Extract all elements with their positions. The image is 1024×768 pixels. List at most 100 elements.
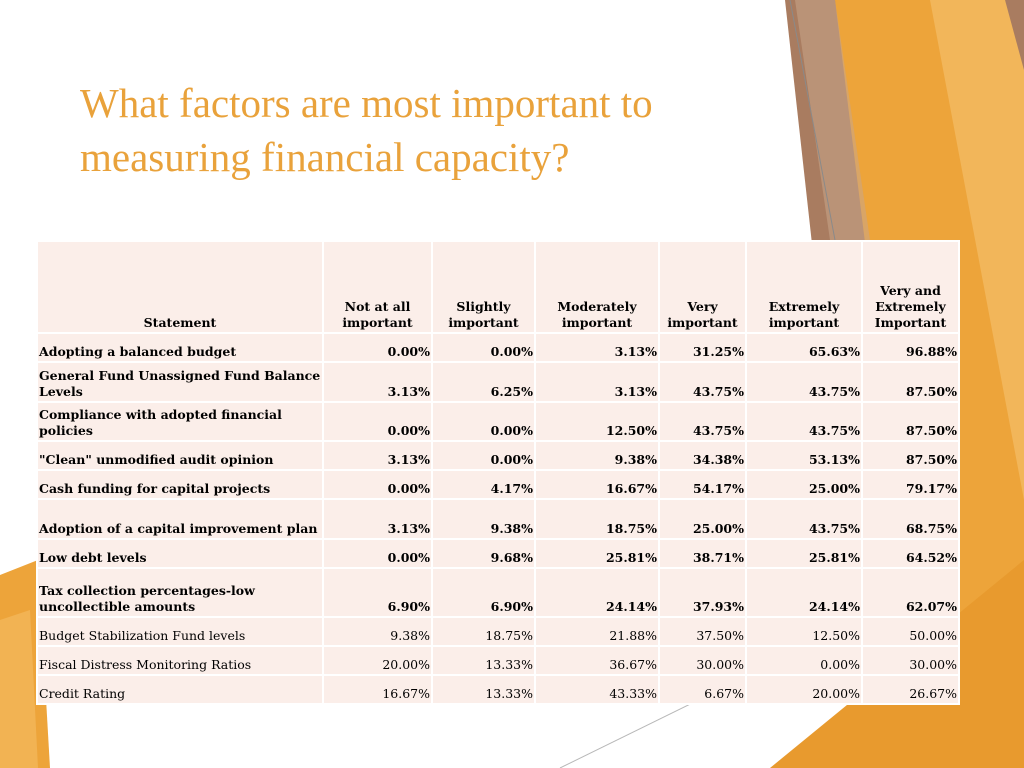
value-cell: 43.75% bbox=[745, 361, 863, 403]
table-row: Fiscal Distress Monitoring Ratios 20.00%… bbox=[36, 645, 960, 676]
value-cell: 25.81% bbox=[534, 538, 660, 569]
right-thin-line bbox=[789, 0, 836, 241]
value-cell: 87.50% bbox=[861, 401, 960, 442]
table-row: Tax collection percentages-low uncollect… bbox=[36, 567, 960, 618]
value-cell: 4.17% bbox=[431, 469, 536, 500]
value-cell: 31.25% bbox=[658, 332, 747, 363]
value-cell: 6.90% bbox=[431, 567, 536, 618]
value-cell: 30.00% bbox=[861, 645, 960, 676]
value-cell: 18.75% bbox=[431, 616, 536, 647]
value-cell: 38.71% bbox=[658, 538, 747, 569]
value-cell: 16.67% bbox=[534, 469, 660, 500]
value-cell: 20.00% bbox=[745, 674, 863, 705]
value-cell: 37.93% bbox=[658, 567, 747, 618]
value-cell: 0.00% bbox=[322, 538, 433, 569]
value-cell: 43.75% bbox=[745, 401, 863, 442]
value-cell: 24.14% bbox=[745, 567, 863, 618]
value-cell: 0.00% bbox=[322, 469, 433, 500]
value-cell: 87.50% bbox=[861, 440, 960, 471]
statement-cell: General Fund Unassigned Fund Balance Lev… bbox=[36, 361, 324, 403]
column-header-very-important: Very important bbox=[658, 240, 747, 334]
value-cell: 37.50% bbox=[658, 616, 747, 647]
survey-table-container: Statement Not at all important Slightly … bbox=[36, 240, 960, 705]
value-cell: 0.00% bbox=[322, 401, 433, 442]
slide-title: What factors are most important to measu… bbox=[80, 80, 653, 180]
value-cell: 96.88% bbox=[861, 332, 960, 363]
statement-cell: Fiscal Distress Monitoring Ratios bbox=[36, 645, 324, 676]
value-cell: 0.00% bbox=[431, 440, 536, 471]
value-cell: 6.67% bbox=[658, 674, 747, 705]
statement-cell: Adoption of a capital improvement plan bbox=[36, 498, 324, 540]
value-cell: 3.13% bbox=[322, 361, 433, 403]
value-cell: 6.90% bbox=[322, 567, 433, 618]
value-cell: 65.63% bbox=[745, 332, 863, 363]
value-cell: 25.00% bbox=[658, 498, 747, 540]
column-header-statement: Statement bbox=[36, 240, 324, 334]
value-cell: 3.13% bbox=[534, 332, 660, 363]
value-cell: 62.07% bbox=[861, 567, 960, 618]
statement-cell: Compliance with adopted financial polici… bbox=[36, 401, 324, 442]
value-cell: 50.00% bbox=[861, 616, 960, 647]
statement-cell: Tax collection percentages-low uncollect… bbox=[36, 567, 324, 618]
left-light-facet bbox=[0, 610, 38, 768]
value-cell: 21.88% bbox=[534, 616, 660, 647]
value-cell: 43.75% bbox=[745, 498, 863, 540]
column-header-slightly-important: Slightly important bbox=[431, 240, 536, 334]
value-cell: 0.00% bbox=[431, 401, 536, 442]
value-cell: 43.75% bbox=[658, 361, 747, 403]
table-row: Cash funding for capital projects 0.00% … bbox=[36, 469, 960, 500]
value-cell: 13.33% bbox=[431, 674, 536, 705]
table-row: Compliance with adopted financial polici… bbox=[36, 401, 960, 442]
value-cell: 13.33% bbox=[431, 645, 536, 676]
table-row: Budget Stabilization Fund levels 9.38% 1… bbox=[36, 616, 960, 647]
value-cell: 25.00% bbox=[745, 469, 863, 500]
value-cell: 34.38% bbox=[658, 440, 747, 471]
value-cell: 0.00% bbox=[745, 645, 863, 676]
value-cell: 24.14% bbox=[534, 567, 660, 618]
right-pale-band bbox=[795, 0, 870, 240]
value-cell: 3.13% bbox=[322, 498, 433, 540]
value-cell: 18.75% bbox=[534, 498, 660, 540]
column-header-not-at-all-important: Not at all important bbox=[322, 240, 433, 334]
value-cell: 12.50% bbox=[745, 616, 863, 647]
statement-cell: Cash funding for capital projects bbox=[36, 469, 324, 500]
value-cell: 79.17% bbox=[861, 469, 960, 500]
value-cell: 9.38% bbox=[431, 498, 536, 540]
statement-cell: Low debt levels bbox=[36, 538, 324, 569]
value-cell: 6.25% bbox=[431, 361, 536, 403]
value-cell: 0.00% bbox=[431, 332, 536, 363]
value-cell: 0.00% bbox=[322, 332, 433, 363]
table-row: Low debt levels 0.00% 9.68% 25.81% 38.71… bbox=[36, 538, 960, 569]
value-cell: 26.67% bbox=[861, 674, 960, 705]
table-row: Adoption of a capital improvement plan 3… bbox=[36, 498, 960, 540]
column-header-moderately-important: Moderately important bbox=[534, 240, 660, 334]
survey-table: Statement Not at all important Slightly … bbox=[36, 240, 960, 705]
table-row: General Fund Unassigned Fund Balance Lev… bbox=[36, 361, 960, 403]
statement-cell: "Clean" unmodified audit opinion bbox=[36, 440, 324, 471]
table-header-row: Statement Not at all important Slightly … bbox=[36, 240, 960, 334]
statement-cell: Budget Stabilization Fund levels bbox=[36, 616, 324, 647]
value-cell: 43.33% bbox=[534, 674, 660, 705]
value-cell: 54.17% bbox=[658, 469, 747, 500]
value-cell: 64.52% bbox=[861, 538, 960, 569]
value-cell: 36.67% bbox=[534, 645, 660, 676]
value-cell: 87.50% bbox=[861, 361, 960, 403]
value-cell: 53.13% bbox=[745, 440, 863, 471]
value-cell: 3.13% bbox=[322, 440, 433, 471]
value-cell: 43.75% bbox=[658, 401, 747, 442]
column-header-extremely-important: Extremely important bbox=[745, 240, 863, 334]
value-cell: 3.13% bbox=[534, 361, 660, 403]
table-row: Credit Rating 16.67% 13.33% 43.33% 6.67%… bbox=[36, 674, 960, 705]
value-cell: 9.68% bbox=[431, 538, 536, 569]
value-cell: 25.81% bbox=[745, 538, 863, 569]
statement-cell: Adopting a balanced budget bbox=[36, 332, 324, 363]
column-header-very-and-extremely-important: Very and Extremely Important bbox=[861, 240, 960, 334]
table-row: Adopting a balanced budget 0.00% 0.00% 3… bbox=[36, 332, 960, 363]
value-cell: 12.50% bbox=[534, 401, 660, 442]
value-cell: 9.38% bbox=[534, 440, 660, 471]
table-row: "Clean" unmodified audit opinion 3.13% 0… bbox=[36, 440, 960, 471]
value-cell: 20.00% bbox=[322, 645, 433, 676]
right-light-facet bbox=[930, 0, 1024, 500]
value-cell: 9.38% bbox=[322, 616, 433, 647]
